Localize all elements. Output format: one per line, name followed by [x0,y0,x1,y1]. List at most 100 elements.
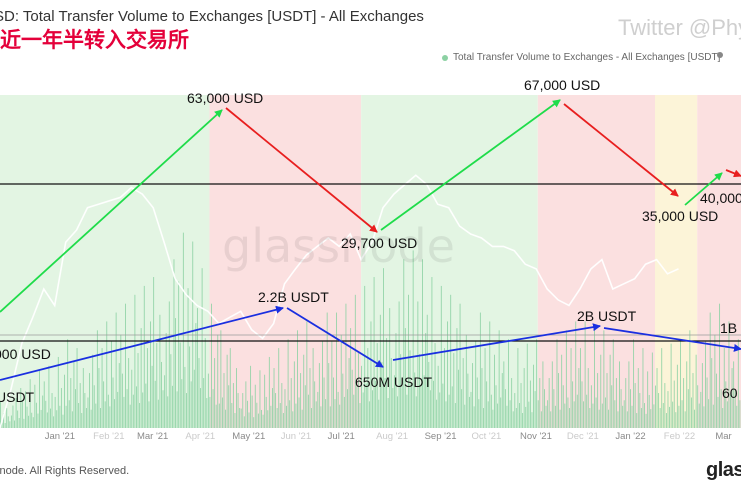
volume-bar [715,373,717,428]
volume-bar [301,409,303,428]
volume-bar [537,400,539,428]
volume-bar [450,294,452,428]
volume-bar [461,389,463,428]
volume-bar [85,408,87,428]
volume-bar [21,400,23,428]
legend-price-dot-icon[interactable] [717,52,723,58]
volume-bar [542,361,544,428]
x-tick-label-minor: Feb '22 [664,431,695,442]
volume-bar [200,388,202,428]
volume-bar [408,294,409,428]
volume-bar [511,378,513,428]
volume-bar [400,354,402,428]
volume-bar [250,365,252,428]
x-tick-label: Jul '21 [328,431,355,442]
volume-bar [409,350,411,428]
volume-bar [240,408,242,428]
volume-bar [70,378,72,428]
volume-bar [514,393,516,428]
volume-bar [137,353,139,428]
trend-arrow [563,103,679,197]
volume-bar [211,303,212,428]
volume-bar [697,385,699,428]
volume-bar [737,339,739,428]
volume-bar [168,301,170,428]
volume-bar [217,334,219,428]
volume-bar [34,384,36,428]
volume-bar [611,385,613,428]
volume-bar [648,394,650,428]
volume-bar [547,400,549,428]
volume-bar [414,372,416,428]
volume-bar [508,339,509,428]
volume-bar [517,348,519,428]
volume-bar [350,328,352,428]
volume-bar [184,366,186,428]
volume-bar [12,405,14,428]
volume-bar [186,393,187,428]
volume-bar [404,328,406,428]
volume-bar [4,423,6,428]
volume-bar [558,373,559,428]
x-tick-label-minor: Apr '21 [185,431,215,442]
volume-bar [317,391,319,428]
volume-bar [173,259,175,428]
volume-bar [286,405,287,428]
volume-bar [720,389,722,428]
volume-bar [489,321,491,428]
volume-bar [32,417,34,428]
volume-bar [644,403,645,428]
volume-bar [551,361,553,428]
volume-bar [311,408,312,428]
volume-bar [680,339,681,428]
volume-bar [254,384,256,428]
volume-bar [387,398,389,428]
volume-bar [478,399,480,428]
volume-bar [565,330,567,428]
volume-bar [212,389,214,428]
volume-bar [397,396,398,428]
volume-bar [322,341,323,428]
volume-bar [76,348,78,428]
volume-bar [259,370,261,428]
volume-bar [562,385,564,428]
volume-bar [337,391,339,428]
volume-bar [114,399,116,428]
region-band [0,95,210,428]
volume-bar [290,378,292,428]
volume-bar [300,373,302,428]
volume-bar [48,365,50,428]
trend-arrow [0,305,284,381]
volume-bar [448,394,450,428]
volume-bar [544,389,545,428]
volume-bar [692,373,694,428]
volume-bar [650,409,652,428]
legend-entry[interactable]: Total Transfer Volume to Exchanges - All… [442,52,720,63]
volume-bar [231,403,233,428]
volume-bar [711,358,713,428]
volume-bar [581,381,583,428]
volume-bar [95,403,97,428]
volume-bar [569,408,570,428]
volume-bar [162,390,164,428]
volume-bar [417,301,419,428]
volume-bar [28,415,30,428]
volume-bar [425,333,427,428]
volume-bar [601,403,603,428]
volume-bar [500,397,502,428]
volume-bar [14,420,15,428]
volume-bar [690,397,692,428]
volume-bar [165,333,167,428]
x-tick-label: Mar [715,431,731,442]
volume-bar [519,403,520,428]
volume-bar [146,348,148,428]
volume-bar [586,394,588,428]
volume-bar [434,343,436,428]
volume-bar [619,361,620,428]
volume-bar [262,414,264,428]
volume-bar [484,348,486,428]
volume-bar [606,373,608,428]
volume-bar [464,404,466,428]
volume-bar [383,268,384,428]
volume-bar [109,406,111,428]
